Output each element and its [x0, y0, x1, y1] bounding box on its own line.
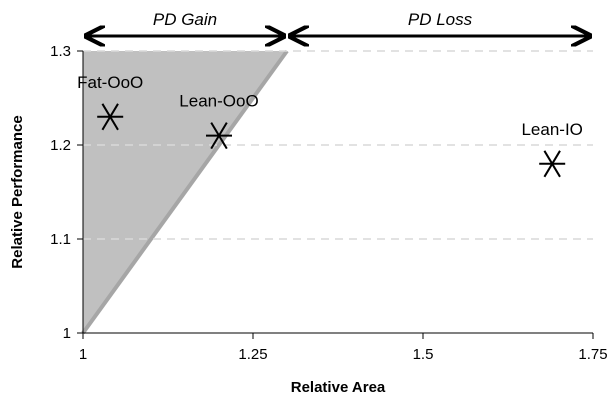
data-point — [539, 150, 566, 178]
y-tick-label: 1.1 — [50, 231, 71, 248]
data-point-label: Lean-IO — [521, 120, 582, 139]
x-tick-label: 1.75 — [578, 346, 607, 363]
x-tick-label: 1.25 — [238, 346, 267, 363]
axes — [77, 50, 594, 339]
diagonal-boundary-line — [81, 49, 289, 335]
range-annotation-label: PD Gain — [153, 10, 217, 29]
tick-labels: 1 1.25 1.5 1.75 1 1.1 1.2 1.3 — [50, 43, 607, 363]
x-tick-label: 1.5 — [413, 346, 434, 363]
data-points: Fat-OoO Lean-OoO Lean-IO — [77, 73, 583, 178]
range-annotations: PD Gain PD Loss — [86, 10, 590, 36]
y-axis-title: Relative Performance — [9, 115, 26, 268]
data-point — [97, 103, 124, 131]
y-tick-label: 1 — [63, 325, 71, 342]
y-tick-label: 1.2 — [50, 137, 71, 154]
y-tick-label: 1.3 — [50, 43, 71, 60]
data-point-label: Fat-OoO — [77, 73, 143, 92]
x-tick-label: 1 — [79, 346, 87, 363]
range-annotation-label: PD Loss — [408, 10, 473, 29]
x-axis-title: Relative Area — [291, 379, 386, 396]
gridlines — [83, 50, 593, 240]
data-point — [206, 122, 232, 150]
data-point-label: Lean-OoO — [179, 92, 258, 111]
